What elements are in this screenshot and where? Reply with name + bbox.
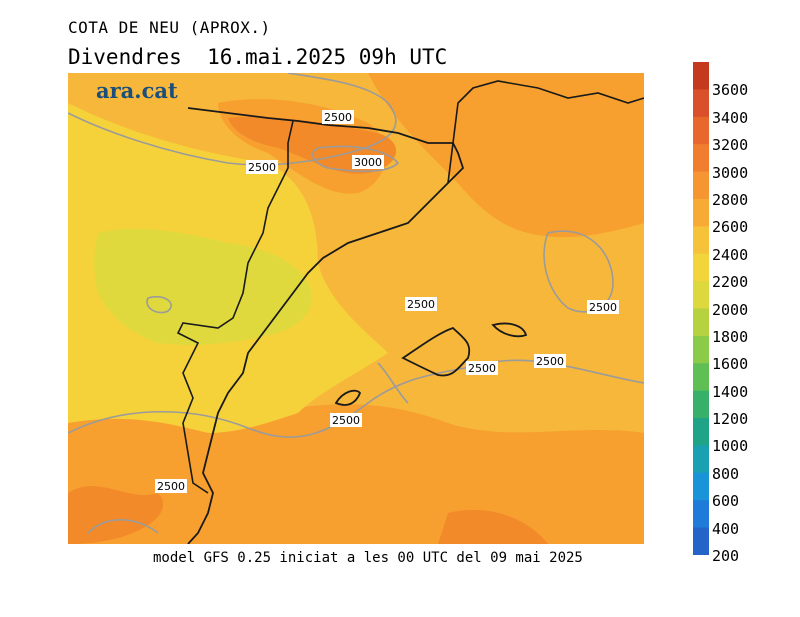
colorbar-swatch [693, 171, 709, 200]
colorbar-swatch [693, 144, 709, 173]
colorbar-label: 1000 [712, 437, 749, 456]
colorbar-swatch [693, 281, 709, 309]
colorbar-swatch [693, 445, 709, 474]
contour-line [377, 362, 409, 404]
band-2000-2200 [94, 228, 312, 345]
colorbar-swatch [693, 472, 709, 501]
ara-cat-logo: ara.cat [96, 78, 178, 103]
colorbar-swatch [693, 335, 709, 364]
colorbar-label: 2000 [712, 300, 749, 319]
contour-label: 2500 [468, 362, 496, 375]
contour-label: 2500 [248, 161, 276, 174]
contour-line [146, 295, 172, 314]
colorbar-label: 1400 [712, 382, 749, 401]
colorbar-swatch [693, 390, 709, 419]
colorbar-swatch [693, 527, 709, 555]
colorbar-swatch [693, 308, 709, 337]
model-info: model GFS 0.25 iniciat a les 00 UTC del … [153, 550, 583, 566]
colorbar-swatch [693, 363, 709, 392]
contour-label: 2500 [589, 301, 617, 314]
colorbar-label: 1800 [712, 327, 749, 346]
contour-labels: 2500 3000 2500 2500 2500 2500 2500 2500 … [155, 110, 619, 493]
colorbar-label: 1600 [712, 355, 749, 374]
colorbar-swatch [693, 500, 709, 529]
contour-line [87, 519, 159, 534]
colorbar-label: 3600 [712, 81, 749, 100]
coastline [187, 107, 465, 544]
colorbar-label: 600 [712, 492, 740, 511]
coastline-france [447, 80, 644, 184]
contour-label: 3000 [354, 156, 382, 169]
contour-label: 2500 [536, 355, 564, 368]
contour-label: 2500 [407, 298, 435, 311]
colorbar-label: 3400 [712, 108, 749, 127]
band-2600-2800-east [368, 73, 644, 238]
colorbar-swatch [693, 418, 709, 446]
colorbar-label: 2800 [712, 190, 749, 209]
island-ibiza [334, 389, 362, 406]
contour-line [68, 73, 397, 166]
island-menorca [491, 322, 528, 338]
contour-label: 2500 [324, 111, 352, 124]
colorbar-swatch [693, 89, 709, 118]
colorbar-label: 3000 [712, 163, 749, 182]
colorbar-label: 400 [712, 519, 740, 538]
colorbar-label: 2200 [712, 273, 749, 292]
colorbar-label: 200 [712, 547, 740, 565]
colorbar [693, 62, 709, 555]
snow-level-map: 2500 3000 2500 2500 2500 2500 2500 2500 … [68, 73, 644, 544]
colorbar-swatch [693, 253, 709, 282]
colorbar-label: 1200 [712, 410, 749, 429]
colorbar-label: 2400 [712, 245, 749, 264]
contour-line [312, 145, 400, 173]
colorbar-label: 800 [712, 464, 740, 483]
colorbar-swatch [693, 62, 709, 90]
colorbar-swatch [693, 116, 709, 145]
island-mallorca [401, 326, 471, 377]
contour-label: 2500 [332, 414, 360, 427]
colorbar-label: 3200 [712, 136, 749, 155]
contour-label: 2500 [157, 480, 185, 493]
colorbar-swatch [693, 198, 709, 227]
colorbar-label: 2600 [712, 218, 749, 237]
band-2800-3000-southeast [438, 509, 548, 544]
colorbar-swatch [693, 226, 709, 255]
map-title: COTA DE NEU (APROX.) [68, 18, 271, 37]
border-line [176, 120, 294, 494]
forecast-date: Divendres 16.mai.2025 09h UTC [68, 45, 448, 69]
